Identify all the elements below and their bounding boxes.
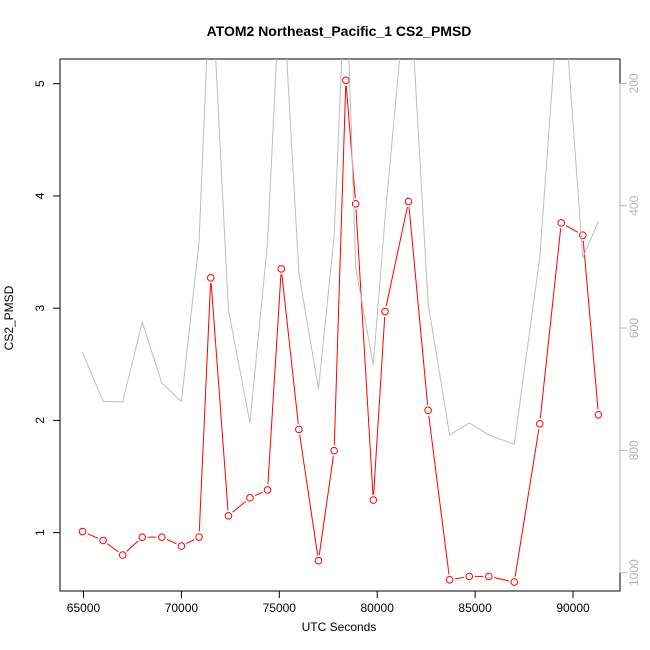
y2-tick-label: 800	[627, 440, 641, 460]
data-point	[557, 219, 566, 227]
data-point	[99, 536, 107, 545]
data-point	[351, 199, 360, 208]
y-axis-label: CS2_PMSD	[2, 285, 16, 350]
series-0-segment	[210, 283, 229, 511]
series-1-line	[82, 59, 599, 445]
data-point	[578, 231, 587, 240]
y-tick-label: 4	[33, 192, 47, 199]
data-point	[342, 76, 350, 85]
data-point	[445, 575, 454, 584]
series-0-segment	[539, 228, 562, 419]
series-0-segment	[254, 491, 263, 497]
data-point	[177, 542, 186, 550]
series-layer	[78, 59, 603, 586]
data-point	[295, 425, 303, 434]
data-point	[381, 307, 389, 316]
data-point	[138, 533, 147, 541]
data-point	[369, 496, 378, 504]
y-tick-label: 1	[33, 529, 47, 536]
series-0-segment	[582, 240, 599, 410]
y-axis: 1 2 3 4 5	[33, 80, 61, 536]
series-0-segment	[198, 283, 212, 532]
series-0-segment	[428, 415, 450, 575]
series-0-segment	[166, 538, 177, 545]
x-tick-label: 90000	[556, 601, 590, 615]
series-0-segment	[299, 434, 319, 556]
series-0-segment	[186, 539, 195, 545]
data-point	[594, 410, 603, 419]
data-point	[314, 556, 323, 565]
x-tick-label: 80000	[361, 601, 395, 615]
plot-frame	[59, 58, 621, 592]
y2-tick-label: 1000	[627, 559, 641, 586]
data-point	[404, 197, 413, 206]
series-0-segment	[107, 543, 119, 553]
x-axis: 65000 70000 75000 80000 85000 90000	[67, 590, 590, 615]
series-0-segment	[355, 209, 374, 495]
series-0-segment	[514, 429, 540, 577]
x-tick-label: 75000	[263, 601, 297, 615]
data-point	[485, 572, 493, 581]
series-0-segment	[345, 85, 356, 199]
series-0-segment	[232, 500, 247, 513]
series-0-segment	[267, 274, 282, 485]
secondary-y-axis: 200 400 600 800 1000	[619, 73, 641, 586]
data-point	[224, 512, 233, 520]
y2-tick-label: 600	[627, 318, 641, 338]
data-point	[206, 274, 215, 282]
series-0-segment	[281, 274, 299, 424]
y-tick-label: 2	[33, 417, 47, 424]
data-point	[424, 406, 432, 415]
series-0-segment	[87, 533, 99, 539]
data-point	[118, 551, 127, 559]
data-point	[246, 494, 254, 502]
series-0-segment	[385, 206, 408, 307]
x-tick-label: 65000	[67, 601, 101, 615]
y2-tick-label: 400	[627, 195, 641, 215]
series-0-segment	[333, 85, 347, 446]
x-tick-label: 70000	[165, 601, 199, 615]
series-0-segment	[454, 576, 464, 580]
data-point	[535, 419, 544, 428]
series-0-segment	[408, 206, 429, 405]
x-tick-label: 85000	[458, 601, 492, 615]
y-tick-label: 5	[33, 80, 47, 87]
data-point	[330, 446, 338, 455]
chart-title: ATOM2 Northeast_Pacific_1 CS2_PMSD	[207, 23, 472, 39]
series-0-segment	[126, 540, 139, 552]
series-0-segment	[373, 316, 386, 495]
series-0-segment	[494, 577, 510, 582]
x-axis-label: UTC Seconds	[302, 620, 377, 634]
data-point	[195, 533, 203, 541]
data-point	[78, 527, 87, 536]
data-point	[510, 578, 519, 586]
series-0-segment	[565, 225, 579, 233]
data-point	[158, 533, 166, 541]
y2-tick-label: 200	[627, 73, 641, 93]
data-point	[465, 572, 474, 581]
data-point	[263, 486, 272, 494]
y-tick-label: 3	[33, 305, 47, 312]
series-0-segment	[318, 456, 334, 556]
data-point	[277, 265, 286, 273]
